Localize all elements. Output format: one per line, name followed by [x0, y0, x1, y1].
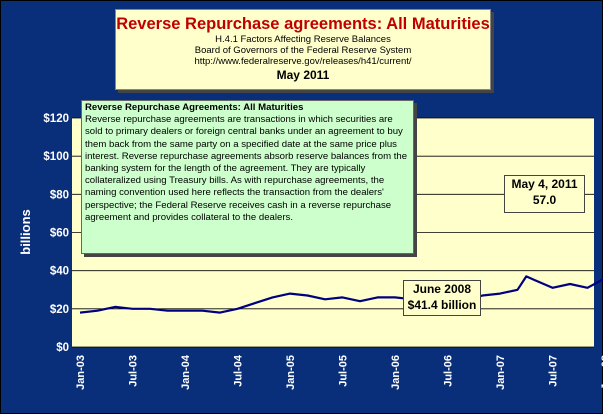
- subtitle-line-3: http://www.federalreserve.gov/releases/h…: [194, 56, 412, 67]
- series-layer: [79, 275, 603, 314]
- callout-june-2008: June 2008 $41.4 billion: [403, 280, 481, 316]
- y-tick-label: $0: [56, 342, 69, 354]
- series-line: [79, 275, 603, 314]
- subtitle-line-1: H.4.1 Factors Affecting Reserve Balances: [215, 34, 391, 45]
- callout-may-line1: May 4, 2011: [511, 177, 578, 191]
- y-tick-label: $120: [43, 113, 69, 125]
- y-axis-label: billions: [18, 209, 33, 255]
- callout-june-line2: $41.4 billion: [407, 298, 477, 312]
- x-tick-label: Jan-07: [495, 355, 507, 390]
- callout-may-2011: May 4, 2011 57.0: [504, 175, 585, 213]
- note-body: Reverse repurchase agreements are transa…: [85, 114, 408, 223]
- y-tick-label: $60: [50, 228, 69, 240]
- title-box: Reverse Repurchase agreements: All Matur…: [115, 9, 491, 90]
- x-tick-label: Jan-08: [600, 355, 603, 390]
- note-title: Reverse Repurchase Agreements: All Matur…: [85, 102, 304, 113]
- x-tick-label: Jul-03: [128, 355, 140, 387]
- x-tick-label: Jul-07: [548, 355, 560, 387]
- x-tick-label: Jan-06: [390, 355, 402, 390]
- y-tick-label: $80: [50, 189, 69, 201]
- callout-june-line1: June 2008: [412, 282, 472, 296]
- y-tick-label: $20: [50, 304, 69, 316]
- x-tick-label: Jul-06: [443, 355, 455, 387]
- x-tick-label: Jan-05: [285, 355, 297, 390]
- chart-title: Reverse Repurchase agreements: All Matur…: [116, 15, 490, 33]
- date-label: May 2011: [276, 68, 330, 82]
- x-tick-label: Jan-04: [180, 354, 192, 390]
- x-tick-label: Jul-05: [338, 355, 350, 387]
- y-axis-ticks: $0 $20 $40 $60 $80 $100 $120: [43, 113, 69, 354]
- y-tick-label: $40: [50, 266, 69, 278]
- definition-note: Reverse Repurchase Agreements: All Matur…: [81, 100, 414, 254]
- x-tick-label: Jul-04: [233, 354, 245, 387]
- x-tick-label: Jan-03: [75, 355, 87, 390]
- x-axis-ticks: Jan-03 Jul-03 Jan-04 Jul-04 Jan-05 Jul-05 Jan-…: [75, 354, 603, 390]
- y-tick-label: $100: [43, 151, 69, 163]
- subtitle-line-2: Board of Governors of the Federal Reserv…: [194, 45, 412, 56]
- callout-may-line2: 57.0: [532, 193, 557, 207]
